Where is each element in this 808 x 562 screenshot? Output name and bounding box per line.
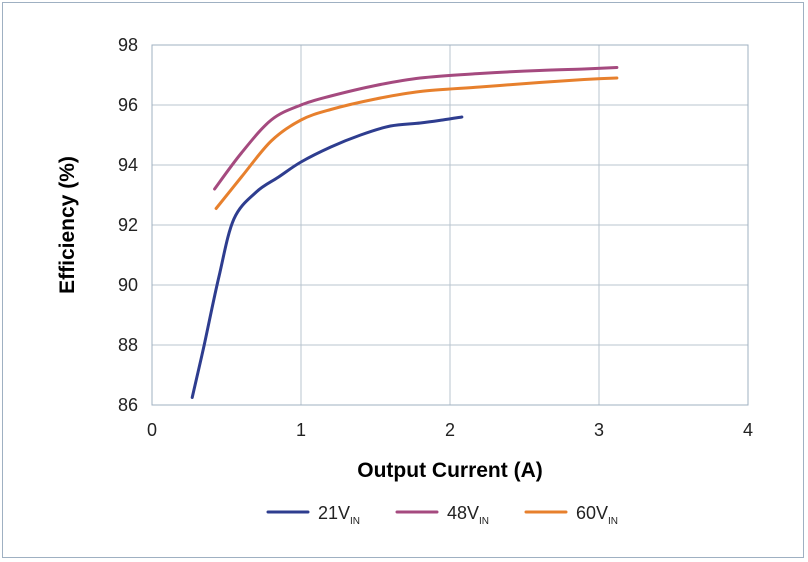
y-tick-label: 88: [118, 335, 138, 355]
series-line-60v: [214, 76, 619, 210]
x-tick-label: 2: [445, 420, 455, 440]
y-tick-label: 86: [118, 395, 138, 415]
x-tick-label: 1: [296, 420, 306, 440]
series-line-48v: [213, 66, 619, 191]
legend: 21VIN 48VIN 60VIN: [266, 503, 618, 527]
x-tick-label: 0: [147, 420, 157, 440]
x-tick-label: 4: [743, 420, 753, 440]
legend-item-21v: 21VIN: [266, 503, 360, 527]
series-line-21v: [190, 115, 464, 399]
tick-labels: 86 88 90 92 94 96 98 0 1 2 3 4: [118, 35, 753, 440]
plot-area: [151, 44, 749, 406]
legend-item-60v: 60VIN: [524, 503, 618, 527]
series-lines: [190, 66, 619, 399]
grid: [151, 44, 749, 406]
legend-label: 60VIN: [576, 503, 618, 527]
legend-item-48v: 48VIN: [395, 503, 489, 527]
x-axis-title: Output Current (A): [357, 459, 542, 482]
x-tick-label: 3: [594, 420, 604, 440]
legend-label: 21VIN: [318, 503, 360, 527]
y-tick-label: 90: [118, 275, 138, 295]
legend-label: 48VIN: [447, 503, 489, 527]
y-axis-title: Efficiency (%): [56, 156, 79, 294]
y-tick-label: 94: [118, 155, 138, 175]
y-tick-label: 98: [118, 35, 138, 55]
y-tick-label: 96: [118, 95, 138, 115]
y-tick-label: 92: [118, 215, 138, 235]
